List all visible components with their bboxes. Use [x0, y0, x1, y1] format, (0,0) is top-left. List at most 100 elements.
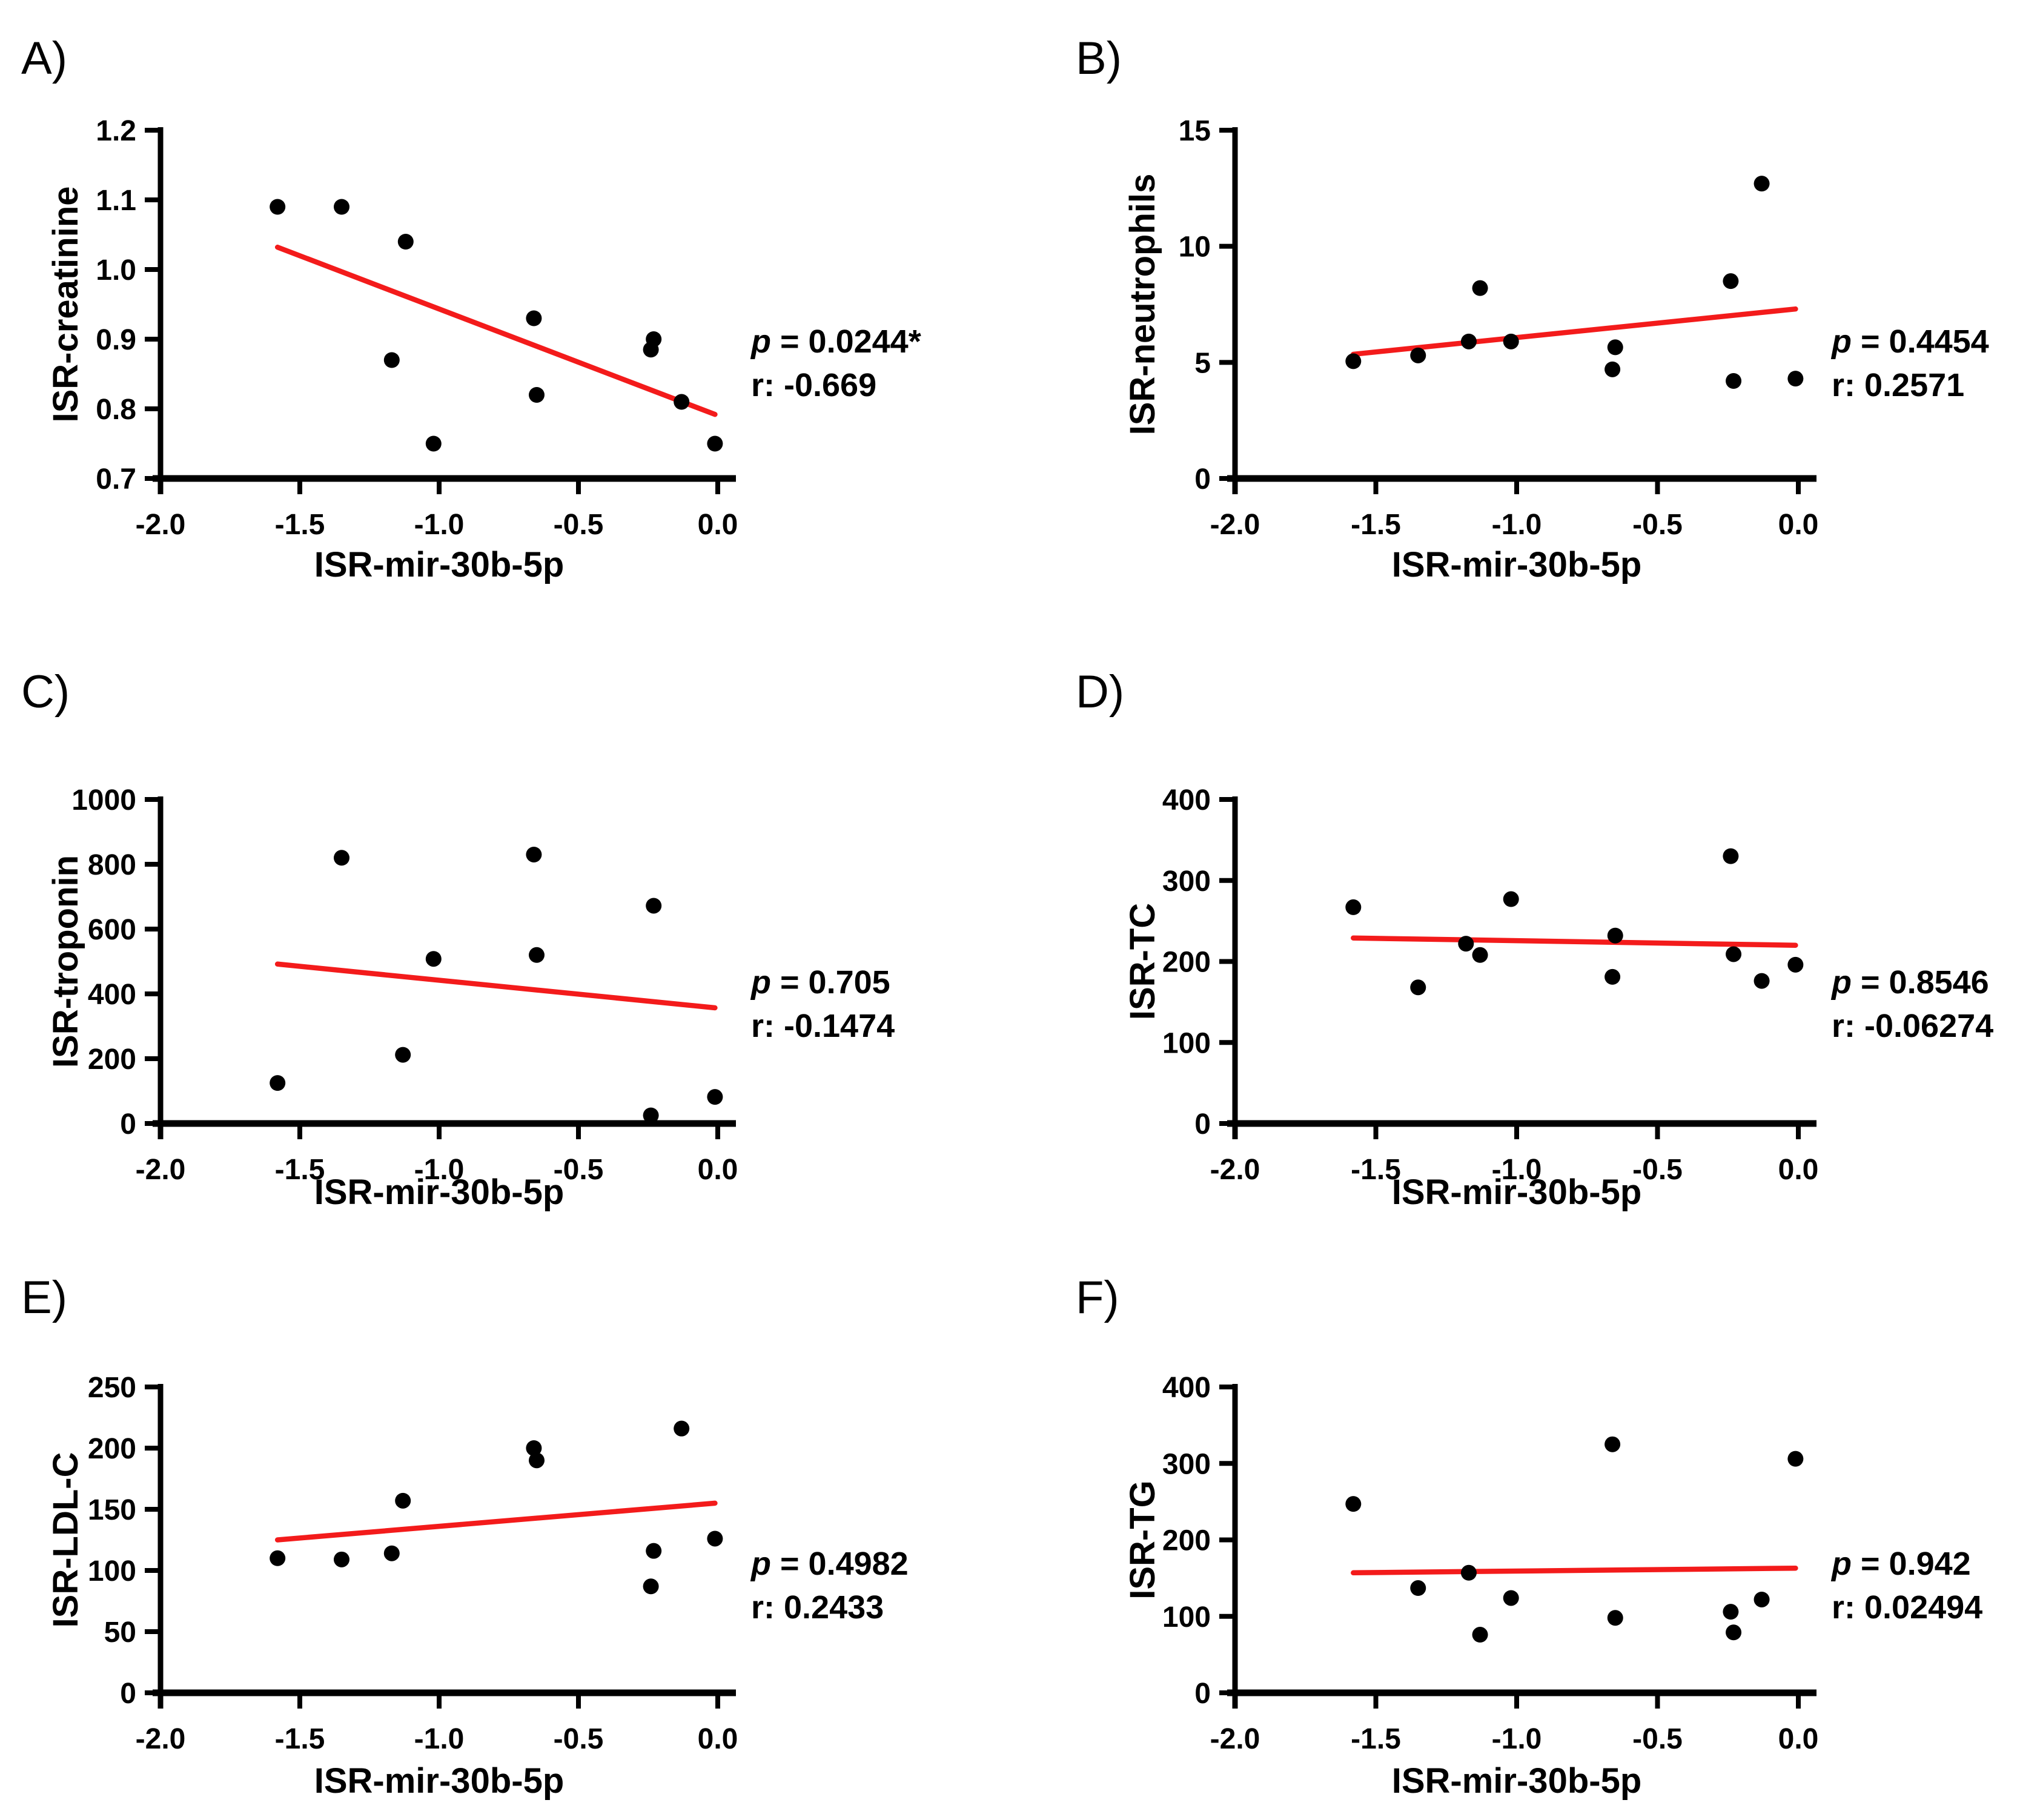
- data-point: [526, 1440, 542, 1456]
- data-point: [1726, 1624, 1742, 1641]
- x-axis-label: ISR-mir-30b-5p: [1392, 545, 1642, 584]
- x-tick-label: -0.5: [554, 1723, 604, 1755]
- y-tick-label: 1.2: [96, 115, 136, 147]
- panel-d: D) 0 100 200 300 400 -2.0 -1.5 -1.0 -0.5 0.0 ISR-TC…: [1020, 606, 2040, 1212]
- data-point: [643, 1107, 659, 1123]
- y-axis-label: ISR-neutrophils: [1123, 174, 1162, 435]
- data-point: [270, 1550, 286, 1566]
- data-point: [526, 846, 542, 862]
- data-point: [1460, 333, 1477, 349]
- p-value: = 0.8546: [1852, 964, 1989, 1001]
- x-tick-label: -2.0: [1210, 509, 1260, 541]
- x-tick-label: -0.5: [1632, 1154, 1683, 1186]
- data-point: [529, 947, 545, 963]
- y-tick-label: 200: [88, 1044, 136, 1076]
- y-tick-label: 1000: [71, 784, 136, 816]
- data-point: [334, 199, 349, 215]
- y-tick-label: 0: [1194, 1678, 1211, 1710]
- r-value-text: r: 0.2433: [751, 1589, 884, 1626]
- data-point: [643, 342, 659, 358]
- x-tick-label: 0.0: [698, 1154, 738, 1186]
- x-tick-label: -2.0: [1210, 1723, 1260, 1755]
- x-tick-label: -1.5: [275, 1723, 325, 1755]
- r-value-text: r: 0.02494: [1832, 1589, 1982, 1626]
- data-point: [1605, 1436, 1621, 1452]
- r-value-text: r: 0.2571: [1832, 367, 1964, 403]
- x-tick-label: -1.5: [275, 1154, 325, 1186]
- data-point: [1345, 1496, 1362, 1512]
- data-point: [1787, 956, 1804, 973]
- panel-letter: E): [21, 1272, 67, 1323]
- x-tick-label: -1.5: [1351, 1723, 1401, 1755]
- data-point: [1723, 273, 1739, 290]
- x-tick-label: -0.5: [554, 1154, 604, 1186]
- data-point: [1723, 848, 1739, 864]
- data-point: [529, 1452, 545, 1469]
- p-value-text: p = 0.4454: [1830, 323, 1989, 360]
- data-point: [1726, 946, 1742, 962]
- data-point: [1607, 1610, 1623, 1626]
- data-point: [1460, 1564, 1477, 1581]
- panel-b: B) 0 5 10 15 -2.0 -1.5 -1.0 -0.5 0.0 ISR-neutrophi…: [1020, 0, 2040, 606]
- data-point: [1726, 373, 1742, 389]
- x-tick-label: -1.5: [1351, 509, 1401, 541]
- panel-letter: C): [21, 666, 70, 718]
- p-value: = 0.4454: [1852, 323, 1989, 360]
- data-point: [270, 199, 286, 215]
- x-tick-label: -2.0: [136, 1723, 186, 1755]
- data-point: [1754, 176, 1770, 192]
- x-tick-label: -0.5: [554, 509, 604, 541]
- y-tick-label: 200: [1162, 947, 1211, 979]
- y-tick-label: 800: [88, 849, 136, 881]
- x-tick-label: -1.0: [414, 1154, 465, 1186]
- x-tick-label: 0.0: [1778, 1154, 1819, 1186]
- r-value-text: r: -0.669: [751, 367, 876, 403]
- scatter-plot-f: F) 0 100 200 300 400 -2.0 -1.5 -1.0 -0.5 0.0 ISR-TG…: [1076, 1272, 1982, 1801]
- x-tick-label: -1.0: [414, 509, 465, 541]
- x-tick-label: -1.0: [1492, 1723, 1542, 1755]
- x-axis-label: ISR-mir-30b-5p: [314, 1173, 565, 1211]
- data-point: [646, 898, 662, 914]
- data-point: [1472, 947, 1488, 963]
- y-axis-label: ISR-LDL-C: [46, 1452, 85, 1628]
- x-tick-label: 0.0: [1778, 509, 1819, 541]
- data-point: [1410, 1580, 1426, 1597]
- data-point: [1410, 979, 1426, 996]
- p-value-text: p = 0.0244*: [750, 323, 921, 360]
- x-tick-label: -2.0: [136, 509, 186, 541]
- panel-f: F) 0 100 200 300 400 -2.0 -1.5 -1.0 -0.5 0.0 ISR-TG…: [1020, 1211, 2040, 1820]
- data-point: [425, 951, 442, 967]
- regression-line: [1351, 1565, 1798, 1576]
- x-tick-label: 0.0: [698, 509, 738, 541]
- regression-line: [274, 961, 718, 1011]
- p-value: = 0.0244*: [771, 323, 921, 360]
- x-axis-label: ISR-mir-30b-5p: [314, 545, 565, 584]
- x-tick-label: -0.5: [1632, 1723, 1683, 1755]
- regression-line: [274, 1500, 718, 1543]
- data-point: [1410, 347, 1426, 363]
- p-value: = 0.942: [1852, 1546, 1971, 1582]
- scatter-plot-b: B) 0 5 10 15 -2.0 -1.5 -1.0 -0.5 0.0 ISR-neutrophi…: [1076, 33, 1989, 584]
- p-value-text: p = 0.942: [1830, 1546, 1971, 1582]
- x-tick-label: -2.0: [136, 1154, 186, 1186]
- r-value-text: r: -0.06274: [1832, 1008, 1993, 1044]
- r-value-text: r: -0.1474: [751, 1008, 895, 1044]
- data-point: [1503, 1590, 1519, 1606]
- y-tick-label: 400: [1162, 784, 1211, 816]
- data-point: [643, 1578, 659, 1595]
- data-point: [1345, 353, 1362, 369]
- panel-letter: B): [1076, 33, 1122, 84]
- x-tick-label: -1.0: [414, 1723, 465, 1755]
- x-tick-label: -1.0: [1492, 509, 1542, 541]
- x-tick-label: -0.5: [1632, 509, 1683, 541]
- y-tick-label: 1.1: [96, 185, 136, 217]
- x-tick-label: 0.0: [1778, 1723, 1819, 1755]
- data-point: [1345, 899, 1362, 915]
- y-tick-label: 10: [1179, 231, 1211, 263]
- y-tick-label: 0: [1194, 463, 1211, 495]
- x-tick-label: 0.0: [698, 1723, 738, 1755]
- p-value-text: p = 0.4982: [750, 1546, 909, 1582]
- y-tick-label: 400: [1162, 1372, 1211, 1404]
- data-point: [383, 1545, 400, 1561]
- y-tick-label: 5: [1194, 347, 1211, 379]
